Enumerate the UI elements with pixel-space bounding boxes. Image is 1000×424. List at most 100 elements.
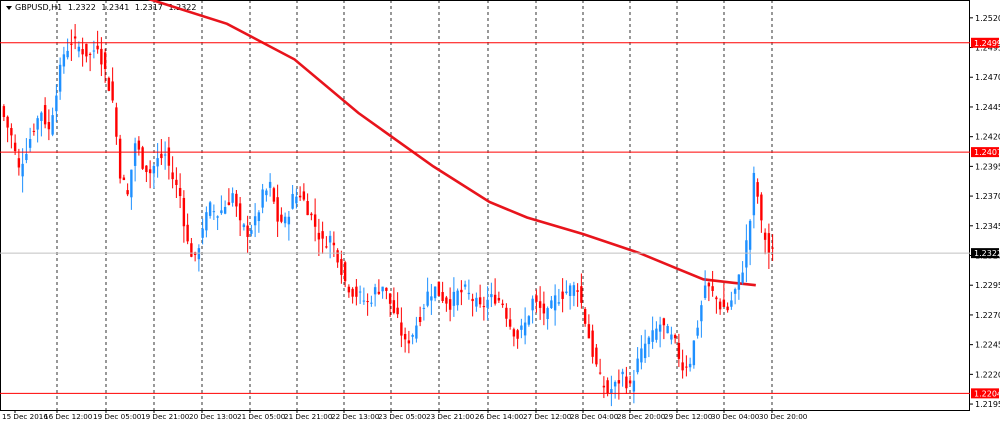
candle-body	[2, 106, 6, 117]
candle-body	[250, 230, 253, 234]
candle-body	[561, 291, 564, 299]
candle-body	[133, 143, 137, 166]
candle-body	[208, 202, 212, 216]
candle-body	[343, 262, 347, 282]
candle-body	[718, 301, 722, 310]
candle-body	[381, 286, 384, 292]
level-price-label: 1.2204	[974, 389, 1000, 398]
y-axis-tick-label: 1.2495	[975, 44, 1000, 53]
candle-body	[643, 343, 647, 359]
candle-body	[460, 289, 463, 293]
low-value: 1.2317	[134, 3, 163, 12]
candle-body	[115, 107, 118, 137]
candle-body	[478, 297, 482, 305]
candle-body	[508, 319, 512, 327]
candle-body	[325, 246, 328, 248]
candle-body	[636, 358, 639, 373]
candle-body	[670, 334, 673, 340]
candle-body	[516, 330, 519, 339]
candle-body	[572, 285, 576, 296]
candle-body	[32, 130, 36, 132]
candle-body	[70, 43, 73, 45]
candle-body	[332, 242, 336, 246]
candle-body	[340, 258, 343, 275]
candle-body	[568, 285, 572, 297]
candle-body	[505, 307, 508, 319]
candle-body	[295, 196, 298, 204]
candle-body	[268, 181, 272, 188]
candle-body	[118, 138, 122, 179]
candle-body	[126, 190, 129, 195]
y-axis-tick-label: 1.2245	[975, 341, 1000, 350]
candle-body	[220, 210, 223, 214]
bid-price-label-bg	[971, 248, 999, 259]
x-axis-tick-label: 23 Dec 05:00	[378, 412, 427, 421]
candle-body	[302, 191, 306, 200]
candle-body	[336, 250, 339, 263]
candle-body	[538, 301, 542, 308]
candle-body	[385, 287, 388, 291]
bid-price-label: 1.2322	[974, 249, 1000, 258]
candle-body	[13, 142, 17, 152]
y-axis-tick-label: 1.2470	[975, 73, 1000, 82]
candle-body	[62, 54, 66, 67]
candle-body	[366, 301, 369, 303]
candle-body	[737, 274, 741, 290]
candle-body	[25, 153, 28, 161]
candle-body	[235, 193, 238, 207]
candle-body	[100, 48, 103, 65]
candle-body	[212, 211, 216, 213]
candle-body	[107, 77, 111, 91]
x-axis-tick-label: 30 Dec 20:00	[759, 412, 808, 421]
candle-body	[658, 324, 662, 332]
candle-body	[111, 81, 114, 101]
candle-body	[276, 197, 279, 222]
candle-body	[748, 220, 752, 250]
candle-body	[595, 347, 598, 365]
candle-body	[673, 335, 677, 339]
moving-average-line	[147, 0, 756, 287]
candle-body	[178, 187, 182, 197]
candle-body	[583, 309, 587, 324]
candle-body	[666, 325, 669, 334]
candle-body	[388, 293, 392, 304]
candle-body	[471, 298, 474, 302]
open-value: 1.2322	[67, 3, 96, 12]
y-axis-tick-label: 1.2445	[975, 103, 1000, 112]
candle-body	[36, 118, 39, 130]
candle-body	[617, 380, 621, 384]
candle-body	[606, 380, 609, 394]
candle-body	[272, 188, 276, 202]
candle-body	[463, 284, 467, 287]
candle-body	[377, 291, 381, 294]
candle-body	[362, 300, 366, 302]
candle-body	[752, 172, 756, 216]
candle-body	[122, 177, 126, 181]
candle-body	[130, 169, 133, 198]
candle-body	[197, 248, 201, 260]
candle-body	[396, 307, 399, 315]
candle-body	[482, 306, 486, 308]
candle-body	[681, 362, 684, 371]
candle-body	[512, 329, 516, 337]
x-axis-tick-label: 22 Dec 13:00	[331, 412, 380, 421]
candle-body	[40, 112, 43, 121]
x-axis-tick-label: 30 Dec 04:00	[711, 412, 760, 421]
candle-body	[625, 376, 628, 389]
candle-body	[520, 325, 523, 330]
candle-body	[358, 291, 362, 293]
level-price-label: 1.2499	[974, 39, 1000, 48]
high-value: 1.2341	[101, 3, 130, 12]
candle-body	[771, 247, 774, 249]
candle-body	[415, 325, 418, 339]
candle-body	[51, 115, 54, 135]
dropdown-triangle-icon[interactable]	[6, 5, 12, 10]
x-axis-tick-label: 27 Dec 12:00	[523, 412, 572, 421]
candle-body	[310, 213, 313, 216]
candle-body	[497, 297, 501, 301]
x-axis-tick-label: 21 Dec 21:00	[284, 412, 333, 421]
candle-body	[493, 294, 497, 304]
symbol-label: GBPUSD,H1	[15, 3, 63, 12]
